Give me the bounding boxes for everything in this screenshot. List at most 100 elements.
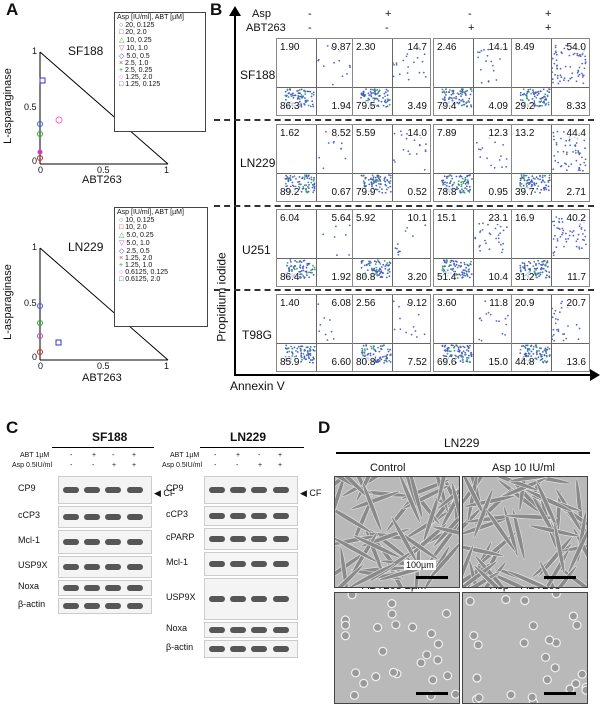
blot-band [273,646,289,652]
abt-sign: + [278,452,283,459]
quadrant-ur: 9.87 [331,42,351,53]
blot-strip [204,622,298,638]
propidium-iodide-label: Propidium iodide [214,252,229,342]
legend-item: ○ 10, 0.125 [119,217,155,224]
blot-band [105,564,121,570]
flow-plot: 2.56 9.12 80.8 7.52 [352,294,431,372]
quadrant-lr: 1.92 [331,272,351,283]
micrograph [462,476,588,588]
cell-line-u251: U251 [242,243,271,257]
abt-sign: + [545,22,552,34]
abt-sign: + [92,452,97,459]
abt-sign: + [236,452,241,459]
cell-line-t98g: T98G [242,328,273,342]
blot-strip [58,530,152,554]
quadrant-lr: 15.0 [488,357,508,368]
blot-band [230,513,246,519]
blot-band [230,487,246,493]
blot-band [251,487,267,493]
legend-item: + 2.5, 0.25 [119,67,153,74]
scale-bar [416,576,448,579]
abt-sign: - [70,452,73,459]
blot-strip [204,476,298,504]
quadrant-ur: 54.0 [566,42,586,53]
flow-x-arrow [590,369,600,381]
quadrant-ul: 13.2 [515,128,535,139]
quadrant-ul: 15.1 [437,213,457,224]
scale-bar [544,576,576,579]
quadrant-ur: 20.7 [566,298,586,309]
abt-sign: - [258,452,261,459]
blot-row-label: β-actin [18,599,46,609]
quadrant-ll: 89.2 [280,187,300,198]
ternary-legend: Asp [IU/ml], ABT [µM] ○ 10, 0.125 □ 10, … [114,207,208,327]
legend-item: + 1.25, 1.0 [119,262,153,269]
legend-title: Asp [IU/ml], ABT [µM] [117,14,184,21]
blot-band [251,513,267,519]
blot-band [105,487,121,493]
blot-band [209,536,225,542]
blot-band [105,585,121,591]
blot-strip [204,640,298,658]
blot-row-label: cPARP [166,532,195,542]
blot-band [273,487,289,493]
asp-treatment-label: Asp 0.5IU/ml [12,462,53,469]
blot-row-label: USP9X [18,560,48,570]
quadrant-ll: 85.9 [280,357,300,368]
quadrant-lr: 3.20 [407,272,427,283]
micrograph-caption: Asp 10 IU/ml [492,462,555,474]
blot-band [127,487,143,493]
abt-sign: - [308,22,312,34]
quadrant-ur: 40.2 [566,213,586,224]
panel-label-b: B [210,0,223,19]
ternary-legend: Asp [IU/ml], ABT [µM] ○ 20, 0.125 □ 20, … [114,12,206,132]
quadrant-ll: 69.6 [437,357,457,368]
quadrant-ll: 29.2 [515,101,535,112]
quadrant-ul: 16.9 [515,213,535,224]
blot-row-label: Noxa [18,581,40,591]
ternary-plot-ln229 [0,218,210,393]
legend-item: ◇ 2.5, 0.5 [119,248,150,255]
quadrant-lr: 8.33 [566,101,586,112]
blot-row-label: Mcl-1 [166,557,188,567]
micrograph-caption: Control [370,462,406,474]
ternary-xtick-1: 1 [164,165,170,175]
blot-band [127,514,143,520]
asp-sign: + [112,462,117,469]
ternary-xtick-0: 0 [38,165,44,175]
quadrant-lr: 2.71 [566,187,586,198]
quadrant-ur: 14.1 [488,42,508,53]
blot-band [273,536,289,542]
asp-sign: + [545,8,552,20]
cleaved-fragment-marker: ◀ CF [154,488,176,498]
flow-plot: 15.1 23.1 51.4 10.4 [433,209,512,287]
cleaved-fragment-marker: ◀ CF [300,488,322,498]
legend-item: ▽ 10, 1.0 [119,45,148,52]
blot-strip [204,528,298,550]
blot-band [209,596,225,602]
blot-band [273,561,289,567]
blot-band [230,596,246,602]
legend-item: □ 0.6125, 2.0 [119,276,161,283]
blot-band [251,561,267,567]
blot-strip [58,556,152,578]
quadrant-ll: 39.7 [515,187,535,198]
quadrant-ul: 3.60 [437,298,457,309]
blot-band [84,564,100,570]
abt-treatment-label: ABT 1µM [20,452,50,459]
blot-title-rule [52,447,154,448]
ternary-xtick-0: 0 [38,361,44,371]
quadrant-ll: 44.8 [515,357,535,368]
flow-plot: 16.9 40.2 31.2 11.7 [511,209,590,287]
ternary-ylabel: L-asparaginase [1,68,14,144]
blot-row-label: CP9 [18,483,36,493]
legend-item: × 1.25, 2.0 [119,255,153,262]
blot-band [84,514,100,520]
ternary-ylabel: L-asparaginase [1,264,14,340]
panel-d-rule [336,452,590,454]
flow-plot: 1.62 8.52 89.2 0.67 [276,124,355,202]
quadrant-ll: 51.4 [437,272,457,283]
quadrant-lr: 6.60 [331,357,351,368]
blot-band [105,539,121,545]
ternary-ytick-0: 0 [32,156,38,166]
